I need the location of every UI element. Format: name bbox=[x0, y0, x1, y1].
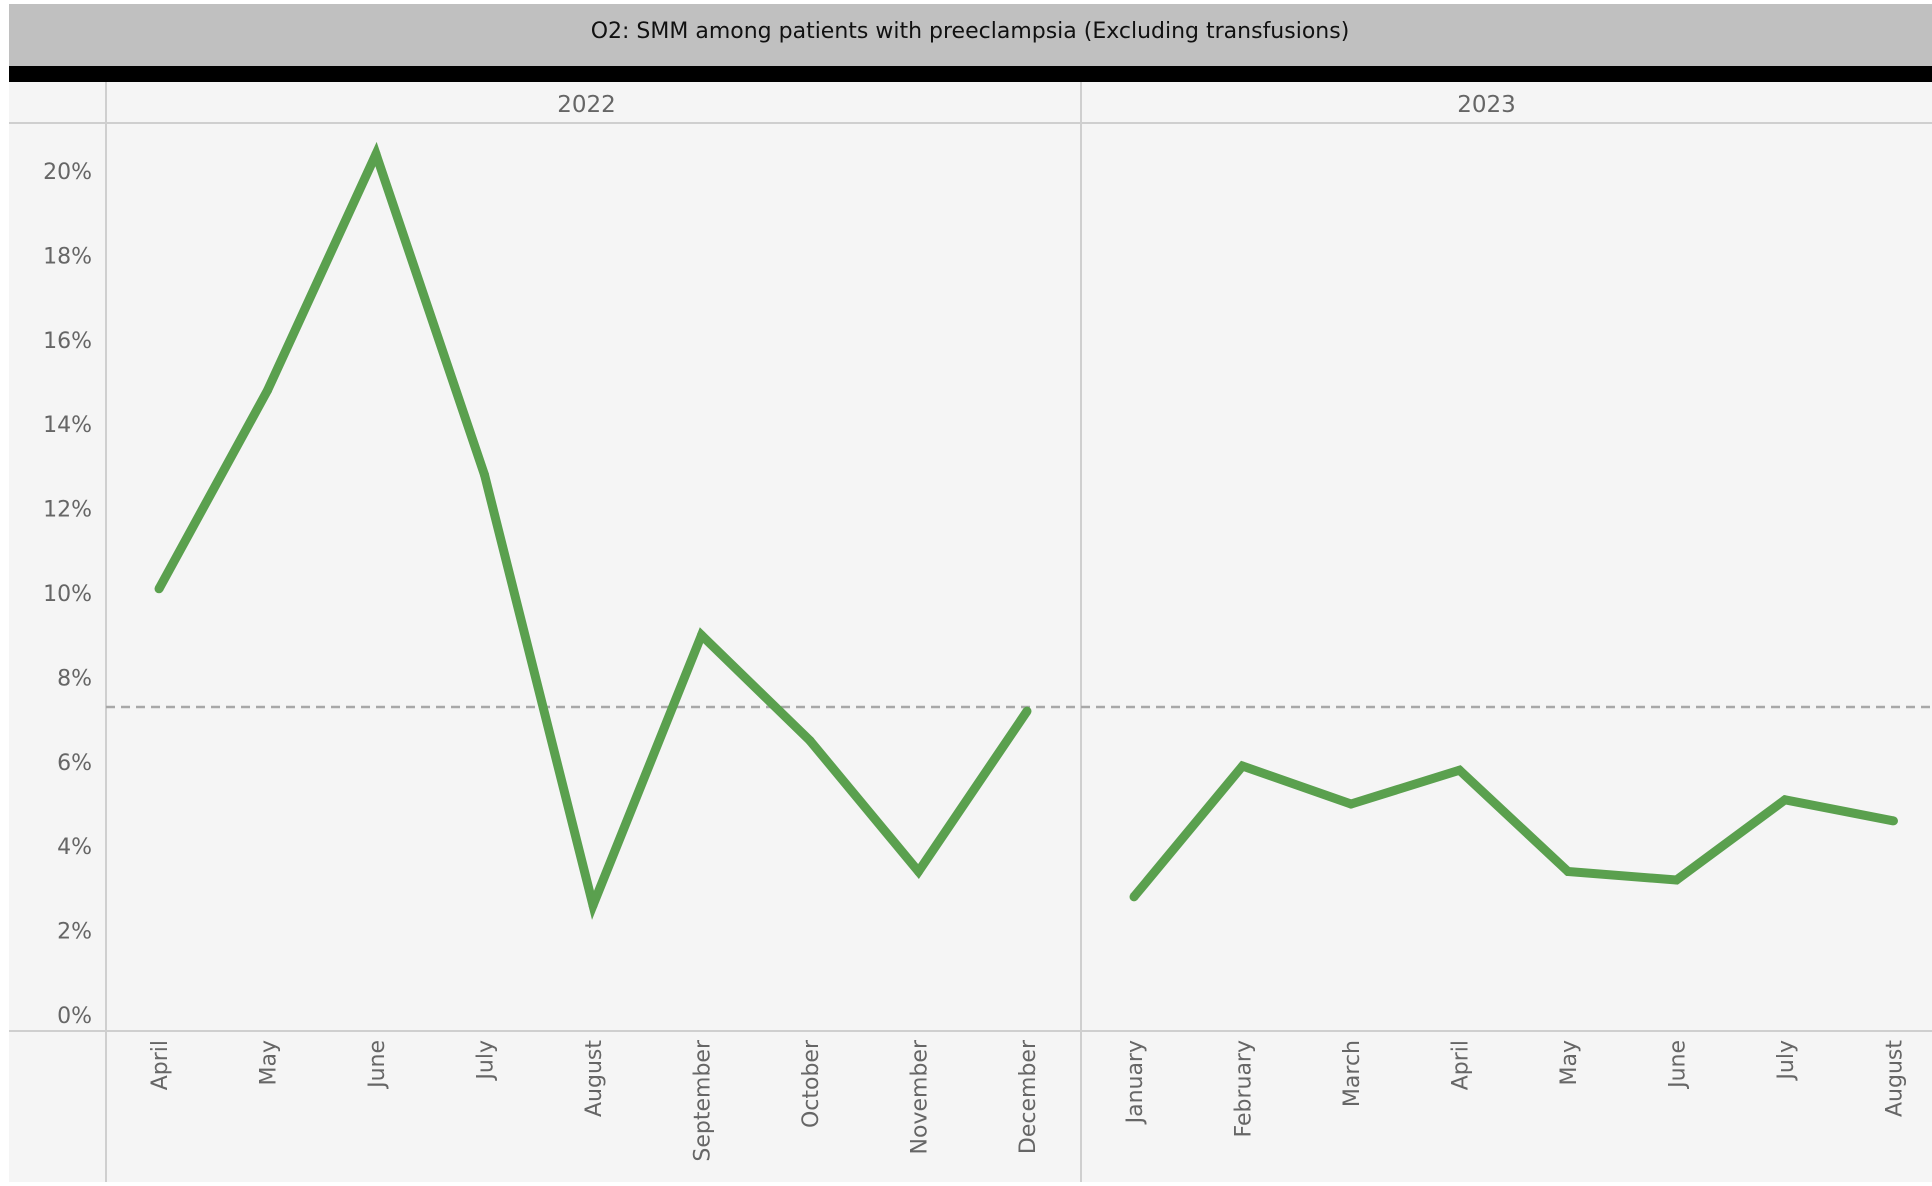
data-point bbox=[1672, 875, 1681, 885]
y-tick-label: 8% bbox=[57, 666, 92, 691]
chart-title: O2: SMM among patients with preeclampsia… bbox=[591, 19, 1350, 44]
marks-layer bbox=[106, 141, 1932, 920]
data-point bbox=[914, 867, 923, 877]
data-point bbox=[1455, 765, 1464, 775]
y-tick-label: 14% bbox=[43, 413, 92, 438]
title-divider bbox=[9, 66, 1932, 82]
data-point bbox=[1346, 799, 1356, 809]
x-tick-label: May bbox=[257, 1040, 282, 1085]
plot-background bbox=[9, 82, 1932, 1182]
y-tick-label: 12% bbox=[43, 498, 92, 523]
grid-layer bbox=[9, 82, 1932, 1182]
x-tick-label: July bbox=[1774, 1040, 1799, 1082]
data-point bbox=[697, 630, 706, 640]
year-header-2023: 2023 bbox=[1457, 92, 1516, 118]
x-tick-label: December bbox=[1016, 1039, 1041, 1154]
x-tick-label: July bbox=[474, 1040, 499, 1082]
data-point bbox=[1022, 706, 1032, 716]
x-tick-label: August bbox=[582, 1040, 607, 1117]
data-point bbox=[1889, 816, 1898, 826]
x-tick-label: April bbox=[1449, 1040, 1474, 1090]
x-tick-label: January bbox=[1123, 1040, 1148, 1125]
data-point bbox=[1129, 892, 1139, 902]
series-line-2023 bbox=[1130, 760, 1895, 900]
y-tick-label: 4% bbox=[57, 835, 92, 860]
x-tick-label: August bbox=[1883, 1040, 1908, 1117]
x-tick-label: May bbox=[1557, 1040, 1582, 1085]
labels-layer: 0% 2% 4% 6% 8% 10% 12% 14% 16% 18% 20% 2022 April May… bbox=[43, 92, 1907, 1162]
y-tick-label: 10% bbox=[43, 582, 92, 607]
data-point bbox=[154, 584, 164, 594]
data-point bbox=[1238, 761, 1247, 771]
y-tick-label: 16% bbox=[43, 329, 92, 354]
data-point bbox=[1563, 867, 1573, 877]
y-tick-label: 2% bbox=[57, 920, 92, 945]
x-tick-label: June bbox=[1666, 1040, 1691, 1090]
y-tick-label: 20% bbox=[43, 160, 92, 185]
data-point bbox=[371, 149, 381, 159]
x-tick-label: September bbox=[691, 1039, 716, 1162]
year-header-2022: 2022 bbox=[557, 92, 616, 118]
x-tick-label: October bbox=[799, 1039, 824, 1128]
data-point bbox=[480, 470, 489, 480]
x-tick-label: March bbox=[1340, 1040, 1365, 1107]
y-tick-label: 0% bbox=[57, 1004, 92, 1029]
data-point bbox=[805, 736, 815, 746]
x-tick-label: June bbox=[365, 1040, 390, 1090]
y-tick-label: 18% bbox=[43, 244, 92, 269]
title-bar bbox=[9, 4, 1932, 66]
data-point bbox=[588, 900, 598, 910]
data-point bbox=[263, 385, 272, 395]
data-point bbox=[1780, 795, 1790, 805]
y-tick-label: 6% bbox=[57, 751, 92, 776]
x-tick-label: November bbox=[908, 1039, 933, 1154]
x-tick-label: April bbox=[148, 1040, 173, 1090]
x-tick-label: February bbox=[1232, 1040, 1257, 1138]
